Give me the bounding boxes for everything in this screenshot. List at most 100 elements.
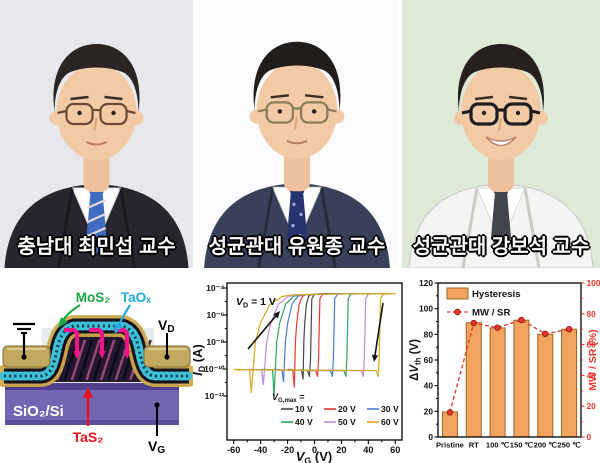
eyebrow-right [104,95,123,101]
source-contact-dot [21,354,27,360]
y-tick-label: 10⁻¹⁰ [204,364,225,374]
legend-entry-label: 60 V [381,417,399,427]
right-tick-label: 80 [587,309,597,319]
lapel-right [319,186,337,268]
right-tick-label: 0 [587,432,592,442]
x-tick-label: 60 [390,445,400,455]
tie-dot [299,212,303,217]
taox-arrow-head [114,323,123,334]
y-tick-label: 10⁻⁶ [206,310,224,320]
nose [498,117,502,132]
legend-entry-label: 30 V [381,404,399,414]
lapel-left [461,187,479,268]
legend-entry-label: 10 V [295,404,313,414]
category-label: 150 ℃ [510,441,534,450]
mw-sr-marker [470,319,477,327]
tas2-layer-stroke [99,339,116,381]
heterostructure-film [0,315,193,387]
transfer-curve-panel: -60 -40 -20 0 20 40 60 10⁻⁴ 10⁻⁶ 10⁻⁸ 10⁻¹⁰ 10⁻¹² VD… [193,270,409,463]
tie-stripe [87,198,106,210]
eyebrow-right [508,95,528,101]
tas2-layer-stroke [107,339,123,381]
professor-portrait [196,0,398,268]
left-tick-label: 40 [424,381,434,391]
drain-contact-dot [164,354,170,360]
lapel-right [119,187,136,268]
y-tick-label: 10⁻⁸ [206,337,224,347]
legend-title: VG,max = [272,392,304,404]
x-tick-label: -60 [227,445,240,455]
mw-sr-marker [542,330,549,338]
lapel-right [523,187,541,268]
eye-right [311,109,317,114]
eyebrow-left [70,95,89,101]
bar-chart-content: 0 20 40 60 80 100 120 0 20 40 60 80 100 Pristine RT 100… [409,278,600,450]
transfer-curves [233,293,396,396]
hair [253,41,341,111]
category-label: 200 ℃ [534,441,558,450]
transfer-curve-60V [233,293,396,394]
vg-label: VG [148,438,165,456]
legend-entry-label: 40 V [295,417,313,427]
tie-dot [291,223,295,228]
left-tick-label: 80 [424,329,434,339]
eye-right [515,110,521,116]
eyebrow-right [304,94,324,99]
y-tick-label: 10⁻⁴ [206,283,224,293]
photo-caption: 성균관대 강보석 교수 [412,236,590,258]
hysteresis-bar-250 ℃ [561,328,578,438]
y-axis-label: ID (A) [193,344,207,376]
left-tick-label: 60 [424,355,434,365]
hysteresis-bar-100 ℃ [489,327,506,438]
photo-caption: 성균관대 유원종 교수 [208,236,386,258]
category-labels: Pristine RT 100 ℃ 150 ℃ 200 ℃ 250 ℃ [436,441,581,450]
y-tick-label: 10⁻¹² [205,391,225,401]
neck [283,148,311,192]
tas2-layer-stroke [92,339,108,381]
tie-stripe [87,226,106,238]
category-label: 100 ℃ [486,441,510,450]
y-axis-ticks: 10⁻⁴ 10⁻⁶ 10⁻⁸ 10⁻¹⁰ 10⁻¹² [204,283,227,401]
taox-label: TaOₓ [121,290,151,305]
eye-left [481,110,487,116]
left-tick-label: 20 [424,406,434,416]
mos2-label: MoS₂ [76,290,111,305]
left-tick-label: 120 [419,278,433,288]
nose [293,116,298,130]
x-tick-label: 0 [312,445,317,455]
professor-portrait [402,0,600,268]
right-axis-ticks: 0 20 40 60 80 100 [581,278,600,442]
face [56,64,137,160]
transfer-legend: VG,max =10 V 20 V 30 V 40 V 50 V 60 V [272,392,399,427]
eyebrow-left [474,95,494,101]
hysteresis-bar-150 ℃ [513,319,530,438]
mouth [86,141,107,146]
left-axis-label: ΔVth (V) [409,339,423,381]
tas2-crystal-region [46,334,148,382]
face [461,64,541,160]
right-tick-label: 20 [587,401,597,411]
mw-sr-marker [565,326,573,333]
eye-right [111,110,116,116]
transfer-curve-10V [300,293,329,380]
eye-left [77,110,82,116]
mw-sr-marker [494,324,501,331]
photo-caption: 충남대 최민섭 교수 [17,236,176,258]
hysteresis-bar-200 ℃ [537,333,554,438]
device-schematic-panel: VD VG MoS₂ TaOₓ [0,270,193,463]
legend-entry-label: 20 V [338,404,356,414]
portrait-illustration [0,0,193,268]
hysteresis-bar-chart: 0 20 40 60 80 100 120 0 20 40 60 80 100 Pristine RT 100… [409,278,600,450]
transfer-curve-plot: -60 -40 -20 0 20 40 60 10⁻⁴ 10⁻⁶ 10⁻⁸ 10⁻¹⁰ 10⁻¹² VD… [193,282,403,463]
right-axis-label: MW / SR (%) [587,329,599,390]
legend-bar-label: Hysteresis [472,289,521,300]
transfer-plot-content: -60 -40 -20 0 20 40 60 10⁻⁴ 10⁻⁶ 10⁻⁸ 10⁻¹⁰ 10⁻¹² VD… [193,282,403,463]
neck [488,150,514,192]
legend-bar-swatch [446,287,469,300]
nose [93,117,98,132]
layer-core [4,324,189,378]
right-tick-label: 60 [587,340,597,350]
x-tick-label: -40 [254,445,267,455]
neck [83,150,110,192]
tas2-label: TaS₂ [73,429,104,445]
